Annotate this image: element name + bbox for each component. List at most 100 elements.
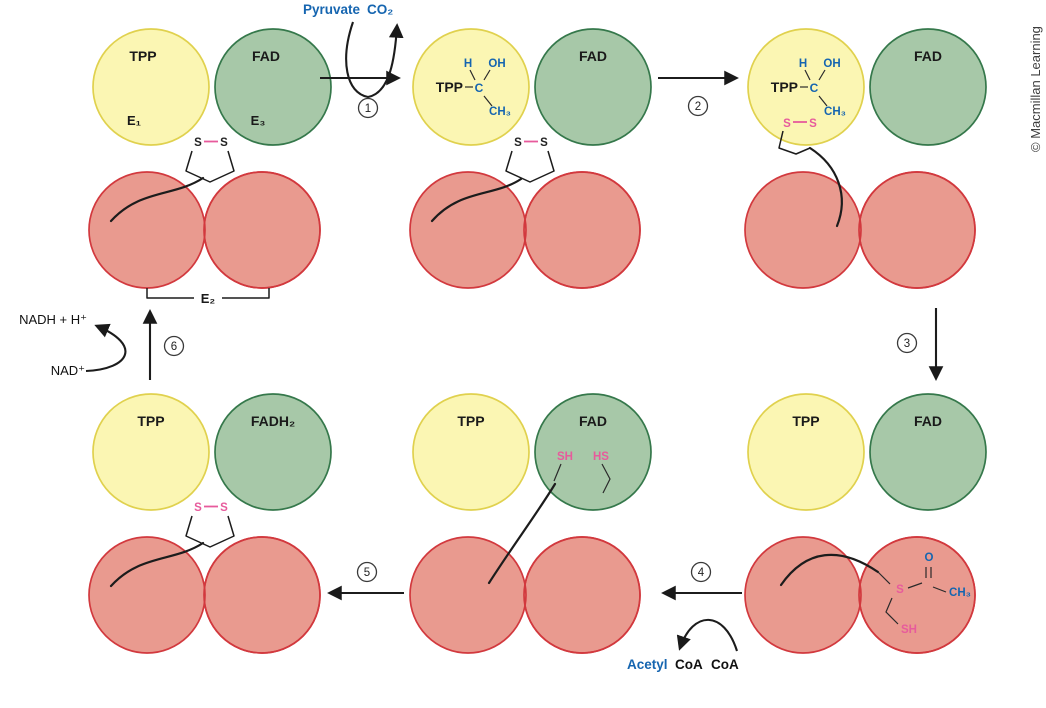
tpp-label: TPP (137, 413, 164, 429)
methyl-label: CH₃ (489, 106, 511, 118)
panel-bottom-right: TPP FAD S O CH₃ SH (744, 393, 987, 654)
thiol-label: SH (557, 451, 573, 463)
step-5-number: 5 (364, 567, 370, 579)
e2-left-circle (88, 536, 206, 654)
lipoamide-arm (487, 482, 557, 585)
step-1-badge (357, 97, 379, 119)
thiol-label: SH (901, 624, 917, 636)
step-1-reaction: Pyruvate CO₂ 1 (303, 2, 404, 119)
sulfur-label: S (896, 584, 904, 596)
e2-right-outline (858, 536, 976, 654)
step-5-badge (356, 561, 378, 583)
e3-fad-circle (214, 28, 332, 146)
lipoamide-arm (109, 176, 205, 223)
fad-label: FAD (252, 48, 280, 64)
step-6-number: 6 (171, 341, 177, 353)
tpp-label: TPP (771, 79, 798, 95)
sulfur-label: S (540, 137, 548, 149)
step-3-badge (896, 332, 918, 354)
e3-fad-circle (534, 393, 652, 511)
e2-right-outline (523, 171, 641, 289)
step-4-reaction: 4 Acetyl CoA CoA (627, 561, 742, 672)
e1-tpp-circle (92, 28, 210, 146)
step-2-badge (687, 95, 709, 117)
chain-bond (553, 463, 562, 482)
e1-tpp-circle (412, 393, 530, 511)
step-6-badge (163, 335, 185, 357)
step-3-number: 3 (904, 338, 910, 350)
step-2-reaction: 2 (658, 70, 739, 117)
s-c-bond (907, 582, 923, 589)
c-ch3-bond (932, 586, 947, 593)
e2-left-circle (409, 171, 527, 289)
coa-curve (676, 618, 739, 652)
step-3-reaction: 3 (896, 308, 944, 381)
step-1-number: 1 (365, 103, 371, 115)
nadh-label: NADH + H⁺ (19, 312, 87, 327)
dithiolane-ring (185, 150, 235, 183)
panel-bottom-left: TPP FADH₂ S S (88, 393, 332, 654)
panel-top-middle: S S TPP C H OH CH₃ FAD (409, 28, 652, 289)
c-ch3-bond (818, 95, 828, 107)
nad-nadh-curve (85, 323, 127, 373)
tpp-label: TPP (436, 79, 463, 95)
sulfur-label: S (220, 502, 228, 514)
carbon-label: C (475, 81, 484, 95)
tpp-label: TPP (457, 413, 484, 429)
tpp-label: TPP (792, 413, 819, 429)
methyl-label: CH₃ (824, 106, 846, 118)
panel-bottom-middle: TPP FAD SH HS (409, 393, 652, 654)
step-5-reaction: 5 (327, 561, 404, 601)
e1-tpp-circle (747, 393, 865, 511)
carbon-label: C (810, 81, 819, 95)
dithiolane-ring (505, 150, 555, 183)
e3-fad-circle (534, 28, 652, 146)
oxygen-label: O (925, 552, 934, 564)
fad-label: FAD (579, 48, 607, 64)
chain-bond (877, 571, 891, 585)
e2-left-circle (744, 536, 862, 654)
nad-label: NAD⁺ (51, 363, 85, 378)
coa-label: CoA (711, 657, 739, 672)
pyruvate-label: Pyruvate (303, 2, 361, 17)
panel-top-left: S S TPP E₁ FAD E₃ E₂ (88, 28, 332, 306)
ring-fragment (778, 130, 811, 155)
sulfur-label: S (194, 502, 202, 514)
e3-fadh2-circle (214, 393, 332, 511)
hydroxyl-label: OH (488, 58, 505, 70)
sulfur-label: S (783, 118, 791, 130)
step-4-number: 4 (698, 567, 705, 579)
tpp-label: TPP (129, 48, 156, 64)
chain-bond (601, 463, 611, 494)
fadh2-label: FADH₂ (251, 413, 295, 429)
e1-label: E₁ (127, 113, 141, 128)
c-oh-bond (483, 69, 491, 81)
step-2-number: 2 (695, 101, 701, 113)
e2-right-outline (858, 171, 976, 289)
e2-left-circle (744, 171, 862, 289)
e2-right-outline (203, 536, 321, 654)
sulfur-label: S (194, 137, 202, 149)
e3-fad-circle (869, 393, 987, 511)
chain-bond (885, 597, 899, 625)
panel-top-right: TPP C H OH CH₃ S S FAD (744, 28, 987, 289)
pyruvate-co2-curve (345, 21, 404, 99)
hydrogen-label: H (799, 58, 807, 70)
fad-label: FAD (914, 413, 942, 429)
step-4-badge (690, 561, 712, 583)
copyright-credit: © Macmillan Learning (1028, 26, 1043, 152)
e2-left-circle (88, 171, 206, 289)
e1-tpp-circle (92, 393, 210, 511)
e2-left-circle (409, 536, 527, 654)
sulfur-label: S (514, 137, 522, 149)
e3-label: E₃ (251, 113, 266, 128)
hydroxyl-label: OH (823, 58, 840, 70)
thiol-label: HS (593, 451, 609, 463)
fad-label: FAD (914, 48, 942, 64)
e2-bracket (146, 288, 270, 299)
c-oh-bond (818, 69, 826, 81)
lipoamide-arm (109, 541, 205, 588)
e2-right-outline (523, 536, 641, 654)
acetyl-label: Acetyl (627, 657, 668, 672)
